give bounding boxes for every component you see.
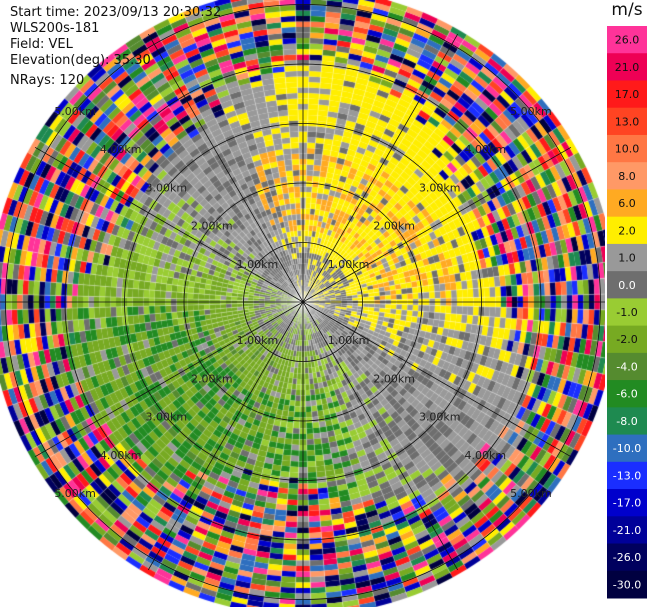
colorbar-tick-label: -10.0 <box>613 442 641 455</box>
azimuth-line <box>302 146 572 303</box>
range-ring-label: 3.00km <box>145 181 187 194</box>
colorbar-segment <box>607 189 647 218</box>
ppi-overlay: 1.00km 1.00km 1.00km 1.00km 2.00km 2.00km 2.00… <box>0 0 605 607</box>
range-ring-label: 2.00km <box>191 372 233 385</box>
range-ring-label: 1.00km <box>328 258 370 271</box>
colorbar-tick-label: 1.0 <box>618 252 636 265</box>
colorbar-tick-label: 2.0 <box>618 224 636 237</box>
range-ring-label: 4.00km <box>465 449 507 462</box>
nrays-text: NRays: 120 <box>10 73 85 88</box>
colorbar-tick-label: -30.0 <box>613 578 641 591</box>
colorbar-tick-label: 26.0 <box>615 34 640 47</box>
colorbar-tick-label: 0.0 <box>618 279 636 292</box>
colorbar-segment <box>607 298 647 327</box>
colorbar-tick-label: -1.0 <box>616 306 637 319</box>
range-ring-label: 2.00km <box>191 220 233 233</box>
range-ring-label: 3.00km <box>419 181 461 194</box>
elevation-text: Elevation(deg): 35.30 <box>10 53 151 68</box>
colorbar-segment <box>607 352 647 381</box>
colorbar-tick-label: -21.0 <box>613 524 641 537</box>
colorbar-segment <box>607 325 647 354</box>
colorbar-tick-label: 6.0 <box>618 197 636 210</box>
colorbar-tick-label: -13.0 <box>613 469 641 482</box>
colorbar-segment <box>607 107 647 136</box>
colorbar-tick-label: 17.0 <box>615 88 640 101</box>
azimuth-line <box>147 301 304 571</box>
range-ring-label: 4.00km <box>465 143 507 156</box>
azimuth-line <box>302 301 459 571</box>
colorbar-segment <box>607 271 647 299</box>
colorbar-segment <box>607 380 647 408</box>
azimuth-line <box>302 301 572 458</box>
azimuth-line <box>34 146 304 303</box>
colorbar-segment <box>607 80 647 109</box>
field-text: Field: VEL <box>10 37 73 52</box>
colorbar-tick-label: -8.0 <box>616 415 637 428</box>
colorbar-segment <box>607 243 647 272</box>
range-ring-label: 1.00km <box>237 258 279 271</box>
range-ring-label: 1.00km <box>328 334 370 347</box>
range-ring-label: 1.00km <box>237 334 279 347</box>
colorbar-segment <box>607 434 647 463</box>
colorbar-segment <box>607 543 647 572</box>
instrument-text: WLS200s-181 <box>10 21 100 36</box>
range-ring-label: 4.00km <box>100 143 142 156</box>
colorbar-tick-label: -26.0 <box>613 551 641 564</box>
colorbar-segment <box>607 570 647 599</box>
colorbar-tick-label: -17.0 <box>613 497 641 510</box>
colorbar-tick-label: 8.0 <box>618 170 636 183</box>
colorbar-segment <box>607 461 647 490</box>
colorbar-segment <box>607 516 647 545</box>
colorbar-tick-label: -6.0 <box>616 388 637 401</box>
colorbar-segment <box>607 134 647 163</box>
azimuth-line <box>34 301 304 458</box>
colorbar-tick-label: 13.0 <box>615 115 640 128</box>
colorbar-tick-label: 10.0 <box>615 143 640 156</box>
colorbar-tick-label: -2.0 <box>616 333 637 346</box>
range-ring-label: 4.00km <box>100 449 142 462</box>
range-ring-label: 2.00km <box>373 372 415 385</box>
azimuth-lines <box>0 0 605 607</box>
ppi-plot: 1.00km 1.00km 1.00km 1.00km 2.00km 2.00km 2.00… <box>0 0 605 607</box>
colorbar-unit: m/s <box>611 0 643 20</box>
colorbar-segment <box>607 162 647 190</box>
azimuth-line <box>302 33 459 303</box>
colorbar-tick-label: -4.0 <box>616 360 637 373</box>
colorbar-segment <box>607 26 647 54</box>
colorbar-segment <box>607 53 647 81</box>
range-ring-label: 5.00km <box>54 105 96 118</box>
azimuth-line <box>147 33 304 303</box>
colorbar-segment <box>607 216 647 245</box>
range-ring-label: 2.00km <box>373 220 415 233</box>
range-ring-label: 5.00km <box>510 487 552 500</box>
colorbar-segment <box>607 407 647 436</box>
range-ring-label: 3.00km <box>419 411 461 424</box>
colorbar-segment <box>607 489 647 517</box>
colorbar-tick-label: 21.0 <box>615 61 640 74</box>
range-ring-label: 3.00km <box>145 411 187 424</box>
range-ring-label: 5.00km <box>510 105 552 118</box>
range-ring-labels: 1.00km 1.00km 1.00km 1.00km 2.00km 2.00km 2.00… <box>54 105 551 500</box>
scan-info: Start time: 2023/09/13 20:30:32 WLS200s-… <box>10 5 221 89</box>
colorbar: 26.0 21.0 17.0 13.0 10.0 8.0 6.0 2.0 1.0 0.0 -1.0 -… <box>607 26 647 599</box>
range-ring-label: 5.00km <box>54 487 96 500</box>
start-time-text: Start time: 2023/09/13 20:30:32 <box>10 5 222 20</box>
